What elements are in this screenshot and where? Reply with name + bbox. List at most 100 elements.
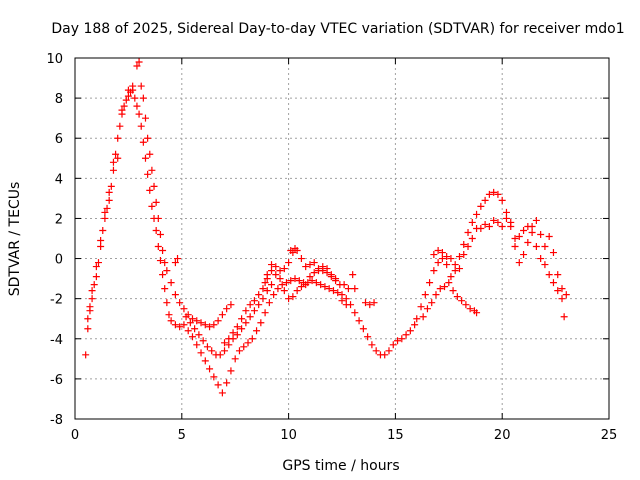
data-point-marker [494, 218, 502, 226]
data-point-marker [441, 283, 449, 291]
data-point-marker [97, 237, 105, 245]
data-point-marker [180, 305, 188, 313]
data-point-marker [458, 297, 466, 305]
data-point-marker [451, 267, 459, 275]
data-point-marker [114, 154, 122, 162]
data-point-marker [338, 297, 346, 305]
data-point-marker [146, 150, 154, 158]
data-point-marker [210, 321, 218, 329]
data-point-marker [199, 337, 207, 345]
data-point-marker [135, 110, 143, 118]
data-point-marker [317, 281, 325, 289]
data-point-marker [139, 138, 147, 146]
data-point-marker [466, 305, 474, 313]
data-point-marker [560, 313, 568, 321]
axis-ticks [74, 57, 610, 420]
data-point-marker [321, 283, 329, 291]
data-point-marker [259, 285, 267, 293]
data-point-marker [421, 291, 429, 299]
data-point-marker [443, 253, 451, 261]
data-point-marker [124, 86, 132, 94]
data-point-marker [370, 299, 378, 307]
data-point-marker [545, 232, 553, 240]
data-point-marker [285, 259, 293, 267]
data-point-marker [310, 259, 318, 267]
data-point-marker [325, 285, 333, 293]
x-axis-label: GPS time / hours [282, 458, 399, 474]
data-point-marker [426, 279, 434, 287]
data-point-marker [507, 218, 515, 226]
data-point-marker [250, 297, 258, 305]
data-point-marker [315, 267, 323, 275]
data-point-marker [455, 265, 463, 273]
data-point-marker [524, 239, 532, 247]
data-point-marker [159, 247, 167, 255]
y-tick-label: 6 [55, 132, 63, 147]
data-point-marker [82, 351, 90, 359]
data-point-marker [462, 301, 470, 309]
data-point-marker [445, 279, 453, 287]
y-axis-label: SDTVAR / TECUs [7, 182, 23, 297]
data-point-marker [129, 82, 137, 90]
y-tick-label: 2 [55, 212, 63, 227]
data-point-marker [364, 333, 372, 341]
data-point-marker [340, 281, 348, 289]
data-point-marker [137, 122, 145, 130]
data-point-marker [455, 253, 463, 261]
data-point-marker [293, 287, 301, 295]
data-point-marker [94, 259, 102, 267]
data-point-marker [287, 277, 295, 285]
data-point-marker [453, 293, 461, 301]
data-point-marker [372, 347, 380, 355]
y-tick-label: 4 [55, 172, 63, 187]
data-point-marker [206, 365, 214, 373]
data-point-marker [268, 261, 276, 269]
data-point-marker [163, 299, 171, 307]
data-point-marker [148, 202, 156, 210]
data-point-marker [218, 311, 226, 319]
data-point-marker [541, 261, 549, 269]
x-tick-label: 10 [280, 428, 297, 443]
data-point-marker [545, 271, 553, 279]
data-point-marker [477, 202, 485, 210]
data-point-marker [338, 291, 346, 299]
data-point-marker [122, 96, 130, 104]
y-tick-label: -6 [50, 373, 63, 388]
series-scattered-points [171, 245, 378, 309]
data-point-marker [244, 339, 252, 347]
data-point-marker [150, 182, 158, 190]
data-point-marker [165, 311, 173, 319]
data-point-marker [191, 325, 199, 333]
data-point-marker [359, 325, 367, 333]
data-point-marker [272, 271, 280, 279]
data-point-marker [182, 313, 190, 321]
data-point-marker [133, 102, 141, 110]
data-point-marker [276, 267, 284, 275]
x-tick-label: 0 [71, 428, 79, 443]
data-point-marker [447, 273, 455, 281]
x-tick-label: 25 [601, 428, 618, 443]
data-point-marker [460, 251, 468, 259]
data-point-marker [549, 279, 557, 287]
data-point-marker [114, 134, 122, 142]
data-point-marker [90, 281, 98, 289]
data-point-marker [161, 285, 169, 293]
data-point-marker [141, 114, 149, 122]
plot-frame [74, 57, 610, 420]
data-point-marker [310, 269, 318, 277]
data-point-marker [406, 327, 414, 335]
data-point-marker [233, 323, 241, 331]
data-point-marker [423, 305, 431, 313]
data-point-marker [274, 285, 282, 293]
data-point-marker [227, 367, 235, 375]
data-point-marker [92, 263, 100, 271]
data-point-marker [229, 329, 237, 337]
data-point-marker [443, 261, 451, 269]
data-point-marker [554, 271, 562, 279]
data-point-marker [434, 247, 442, 255]
data-point-marker [481, 220, 489, 228]
data-point-marker [163, 267, 171, 275]
data-point-marker [242, 319, 250, 327]
data-point-marker [184, 327, 192, 335]
